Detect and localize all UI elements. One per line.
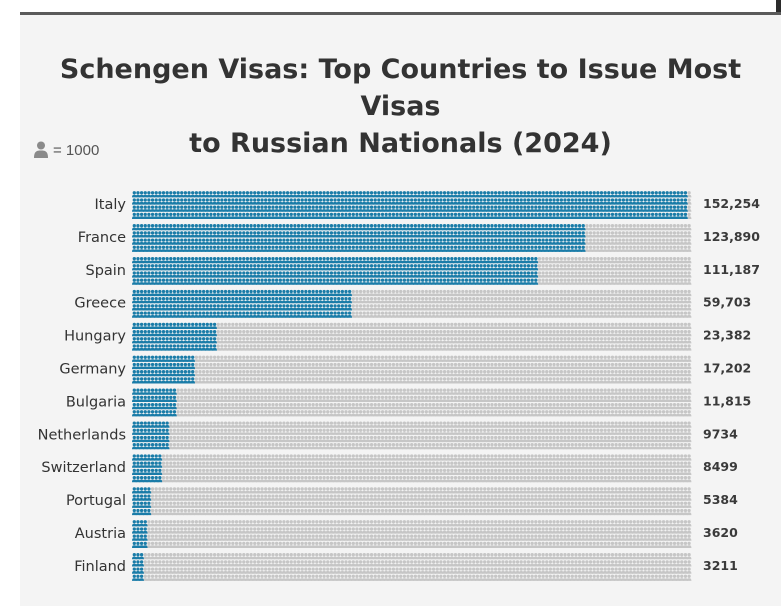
- bar: [132, 224, 586, 252]
- row-spain: Spain 111,187: [85, 257, 759, 285]
- data-label: 5384: [703, 492, 738, 507]
- data-label: 111,187: [703, 262, 760, 277]
- tick-label: Portugal: [66, 493, 126, 509]
- tick-label: France: [78, 230, 126, 246]
- bar: [132, 553, 144, 581]
- data-label: 59,703: [703, 295, 751, 310]
- bar: [132, 191, 688, 219]
- tick-label: Spain: [85, 263, 126, 279]
- tick-label: Italy: [95, 197, 127, 213]
- empty-icons: [150, 487, 691, 515]
- empty-icons: [176, 389, 692, 417]
- pictogram-rows: Italy 152,254 France 123,890 Spain 111,187 Gre…: [38, 191, 761, 581]
- data-label: 23,382: [703, 328, 751, 343]
- row-italy: Italy 152,254: [95, 191, 761, 219]
- bar: [132, 290, 352, 318]
- chart-card: Schengen Visas: Top Countries to Issue M…: [20, 12, 781, 606]
- empty-icons: [216, 323, 691, 351]
- tick-label: Switzerland: [41, 460, 126, 476]
- bar: [132, 520, 148, 548]
- empty-icons: [687, 191, 692, 219]
- tick-label: Finland: [74, 559, 126, 575]
- tick-label: Austria: [75, 526, 126, 542]
- row-germany: Germany 17,202: [59, 356, 751, 384]
- pictogram-chart: Italy 152,254 France 123,890 Spain 111,187 Gre…: [20, 15, 781, 609]
- bar: [132, 487, 151, 515]
- data-label: 3211: [703, 558, 738, 573]
- row-hungary: Hungary 23,382: [64, 323, 751, 351]
- row-austria: Austria 3620: [75, 520, 738, 548]
- data-label: 11,815: [703, 393, 751, 408]
- empty-icons: [161, 454, 691, 482]
- data-label: 3620: [703, 525, 738, 540]
- bar: [132, 454, 162, 482]
- empty-icons: [147, 520, 692, 548]
- empty-icons: [585, 224, 692, 252]
- tick-label: Netherlands: [38, 427, 126, 443]
- bar: [132, 356, 195, 384]
- bar: [132, 323, 217, 351]
- tick-label: Germany: [59, 362, 126, 378]
- tick-label: Greece: [74, 296, 126, 312]
- empty-icons: [169, 421, 692, 449]
- row-bulgaria: Bulgaria 11,815: [66, 389, 751, 417]
- tick-label: Hungary: [64, 329, 126, 345]
- empty-icons: [194, 356, 691, 384]
- row-switzerland: Switzerland 8499: [41, 454, 737, 482]
- data-label: 152,254: [703, 196, 760, 211]
- bar: [132, 257, 538, 285]
- row-finland: Finland 3211: [74, 553, 738, 581]
- data-label: 17,202: [703, 361, 751, 376]
- empty-icons: [143, 553, 691, 581]
- bar: [132, 389, 177, 417]
- tick-label: Bulgaria: [66, 394, 126, 410]
- row-france: France 123,890: [78, 224, 760, 252]
- row-greece: Greece 59,703: [74, 290, 751, 318]
- empty-icons: [351, 290, 691, 318]
- row-netherlands: Netherlands 9734: [38, 421, 738, 449]
- data-label: 8499: [703, 459, 738, 474]
- data-label: 9734: [703, 426, 738, 441]
- bar: [132, 421, 169, 449]
- empty-icons: [537, 257, 691, 285]
- data-label: 123,890: [703, 229, 760, 244]
- row-portugal: Portugal 5384: [66, 487, 738, 515]
